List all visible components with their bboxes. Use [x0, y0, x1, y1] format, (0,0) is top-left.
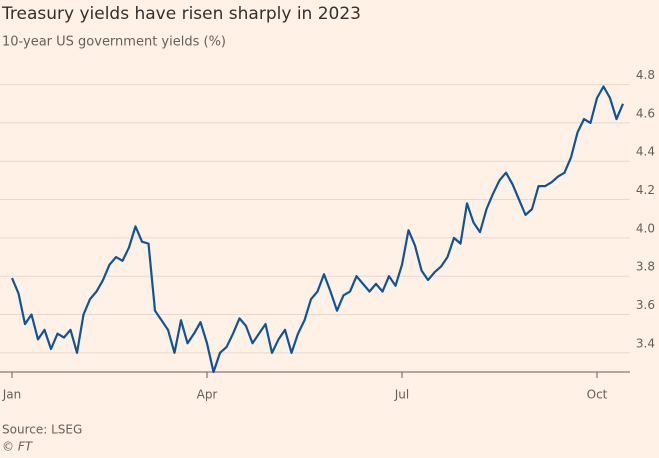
y-tick-label: 3.6 [636, 298, 655, 312]
y-tick-label: 4.8 [636, 68, 655, 82]
credit: © FT [2, 440, 34, 454]
y-tick-label: 4.4 [636, 145, 655, 159]
chart-title: Treasury yields have risen sharply in 20… [1, 4, 361, 24]
x-tick-label: Jul [394, 388, 409, 402]
x-tick-label: Oct [587, 388, 608, 402]
y-tick-label: 4.6 [636, 106, 655, 120]
x-tick-label: Jan [2, 388, 22, 402]
y-tick-label: 4.2 [636, 183, 655, 197]
y-tick-label: 4.0 [636, 221, 655, 235]
y-tick-label: 3.8 [636, 260, 655, 274]
x-tick-label: Apr [197, 388, 218, 402]
source: Source: LSEG [2, 423, 82, 437]
chart-subtitle: 10-year US government yields (%) [2, 35, 226, 50]
y-tick-label: 3.4 [636, 336, 655, 350]
line [10, 85, 625, 374]
